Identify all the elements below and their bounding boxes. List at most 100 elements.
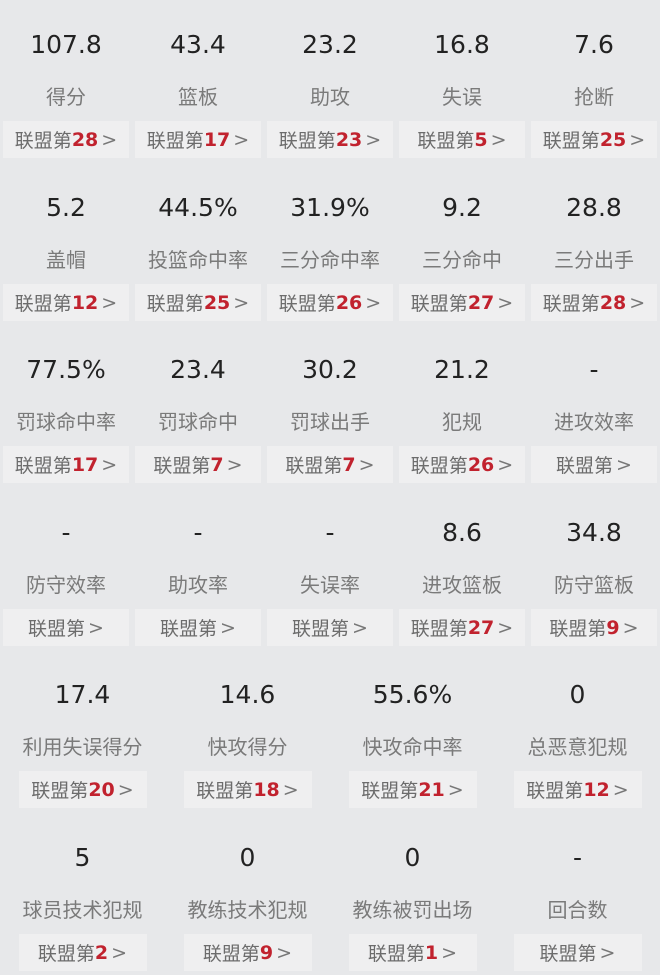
league-rank-button[interactable]: 联盟第 18 >	[183, 771, 312, 808]
league-rank-button[interactable]: 联盟第 12 >	[513, 771, 642, 808]
league-rank-button[interactable]: 联盟第 >	[513, 934, 642, 971]
stat-cell: 77.5% 罚球命中率 联盟第 17 >	[0, 325, 132, 487]
league-rank-button[interactable]: 联盟第 17 >	[135, 121, 261, 158]
league-rank-button[interactable]: 联盟第 >	[135, 609, 261, 646]
stat-value: 9.2	[442, 193, 482, 222]
stat-cell: 21.2 犯规 联盟第 26 >	[396, 325, 528, 487]
stat-value: 55.6%	[372, 680, 453, 709]
stat-label: 三分出手	[554, 248, 634, 272]
league-rank-button[interactable]: 联盟第 2 >	[18, 934, 147, 971]
stat-label: 三分命中率	[280, 248, 380, 272]
league-rank-button[interactable]: 联盟第 27 >	[399, 609, 525, 646]
rank-number: 17	[203, 128, 231, 151]
stat-cell: - 失误率 联盟第 >	[264, 488, 396, 650]
rank-number: 28	[71, 128, 99, 151]
stat-value: 107.8	[30, 30, 102, 59]
rank-prefix: 联盟第	[153, 455, 211, 477]
stat-label: 教练被罚出场	[352, 898, 473, 922]
chevron-right-icon: >	[233, 128, 250, 151]
rank-prefix: 联盟第	[202, 943, 260, 965]
league-rank-button[interactable]: 联盟第 26 >	[399, 446, 525, 483]
stat-value: 28.8	[566, 193, 622, 222]
rank-prefix: 联盟第	[196, 780, 254, 802]
chevron-right-icon: >	[497, 291, 514, 314]
stat-label: 盖帽	[46, 248, 86, 272]
league-rank-button[interactable]: 联盟第 28 >	[3, 121, 129, 158]
rank-prefix: 联盟第	[37, 943, 95, 965]
league-rank-button[interactable]: 联盟第 20 >	[18, 771, 147, 808]
stat-cell: 5 球员技术犯规联盟第 2 >	[0, 813, 165, 975]
league-rank-button[interactable]: 联盟第 >	[267, 609, 393, 646]
chevron-right-icon: >	[441, 941, 458, 964]
stat-cell: 28.8 三分出手联盟第 28 >	[528, 163, 660, 325]
stat-cell: 0 总恶意犯规 联盟第 12 >	[495, 650, 660, 812]
stat-cell: - 进攻效率 联盟第 >	[528, 325, 660, 487]
league-rank-button[interactable]: 联盟第 >	[3, 609, 129, 646]
league-rank-button[interactable]: 联盟第 21 >	[348, 771, 477, 808]
stat-cell: 5.2 盖帽联盟第 12 >	[0, 163, 132, 325]
league-rank-button[interactable]: 联盟第 25 >	[135, 284, 261, 321]
stat-label: 罚球出手	[290, 410, 370, 434]
rank-prefix: 联盟第	[410, 455, 468, 477]
stat-label: 防守篮板	[554, 573, 634, 597]
stat-value: 0	[569, 680, 586, 709]
league-rank-button[interactable]: 联盟第 28 >	[531, 284, 657, 321]
stat-value: 17.4	[54, 680, 111, 709]
stats-row: 77.5% 罚球命中率 联盟第 17 >23.4 罚球命中 联盟第 7 >30.2 罚球出手 联盟第…	[0, 325, 660, 487]
stat-value: 5.2	[46, 193, 86, 222]
stat-label: 回合数	[547, 898, 608, 922]
rank-prefix: 联盟第	[410, 293, 468, 315]
stat-label: 失误	[442, 85, 482, 109]
league-rank-button[interactable]: 联盟第 5 >	[399, 121, 525, 158]
stats-row: 107.8 得分 联盟第 28 >43.4 篮板 联盟第 17 >23.2 助攻 联盟第 23 >16.…	[0, 0, 660, 162]
stat-cell: 7.6 抢断 联盟第 25 >	[528, 0, 660, 162]
chevron-right-icon: >	[616, 453, 632, 476]
chevron-right-icon: >	[599, 941, 616, 964]
stat-label: 助攻率	[168, 573, 228, 597]
league-rank-button[interactable]: 联盟第 7 >	[135, 446, 261, 483]
stat-label: 快攻得分	[207, 735, 288, 759]
league-rank-button[interactable]: 联盟第 23 >	[267, 121, 393, 158]
rank-prefix: 联盟第	[14, 293, 72, 315]
stat-cell: 14.6 快攻得分 联盟第 18 >	[165, 650, 330, 812]
league-rank-button[interactable]: 联盟第 7 >	[267, 446, 393, 483]
chevron-right-icon: >	[622, 616, 639, 639]
stat-value: 5	[74, 843, 91, 872]
rank-prefix: 联盟第	[526, 780, 584, 802]
league-rank-button[interactable]: 联盟第 25 >	[531, 121, 657, 158]
rank-prefix: 联盟第	[361, 780, 419, 802]
stat-value: -	[325, 518, 335, 547]
chevron-right-icon: >	[629, 128, 646, 151]
chevron-right-icon: >	[282, 778, 299, 801]
league-rank-button[interactable]: 联盟第 17 >	[3, 446, 129, 483]
league-rank-button[interactable]: 联盟第 9 >	[531, 609, 657, 646]
stat-value: 8.6	[442, 518, 482, 547]
chevron-right-icon: >	[490, 128, 507, 151]
league-rank-button[interactable]: 联盟第 9 >	[183, 934, 312, 971]
stat-cell: 9.2 三分命中 联盟第 27 >	[396, 163, 528, 325]
chevron-right-icon: >	[88, 616, 104, 639]
stat-cell: - 助攻率 联盟第 >	[132, 488, 264, 650]
rank-number: 5	[474, 128, 488, 151]
chevron-right-icon: >	[497, 616, 514, 639]
rank-prefix: 联盟第	[278, 130, 336, 152]
chevron-right-icon: >	[111, 941, 128, 964]
stat-label: 罚球命中	[158, 410, 238, 434]
league-rank-button[interactable]: 联盟第 >	[531, 446, 657, 483]
rank-prefix: 联盟第	[14, 455, 72, 477]
stat-label: 球员技术犯规	[22, 898, 143, 922]
rank-prefix: 联盟第	[160, 618, 218, 640]
rank-number: 9	[606, 616, 620, 639]
rank-number: 26	[335, 291, 363, 314]
stat-label: 篮板	[178, 85, 218, 109]
stat-label: 利用失误得分	[22, 735, 143, 759]
league-rank-button[interactable]: 联盟第 27 >	[399, 284, 525, 321]
stat-value: 23.2	[302, 30, 358, 59]
stat-value: 43.4	[170, 30, 226, 59]
stat-label: 进攻效率	[554, 410, 634, 434]
league-rank-button[interactable]: 联盟第 26 >	[267, 284, 393, 321]
stat-label: 抢断	[574, 85, 614, 109]
league-rank-button[interactable]: 联盟第 1 >	[348, 934, 477, 971]
stat-value: 30.2	[302, 355, 358, 384]
league-rank-button[interactable]: 联盟第 12 >	[3, 284, 129, 321]
